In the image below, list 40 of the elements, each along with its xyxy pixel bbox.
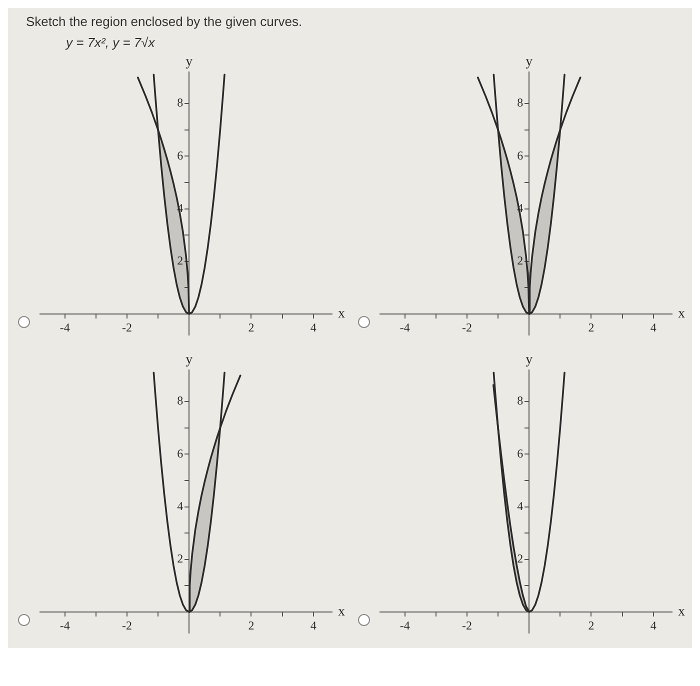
x-tick-label: -4 — [400, 618, 410, 632]
x-tick-label: -2 — [462, 618, 472, 632]
y-tick-label: 6 — [517, 446, 524, 460]
x-axis-title: x — [678, 306, 685, 322]
x-tick-label: 4 — [650, 320, 656, 334]
y-tick-label: 8 — [177, 96, 184, 110]
x-tick-label: -4 — [400, 320, 410, 334]
y-tick-label: 2 — [177, 552, 184, 566]
y-tick-label: 6 — [177, 446, 184, 460]
x-axis-title: x — [338, 604, 345, 620]
x-tick-label: 4 — [310, 320, 316, 334]
y-axis-title: y — [186, 54, 193, 70]
x-tick-label: 4 — [310, 618, 316, 632]
x-tick-label: -4 — [60, 618, 70, 632]
x-tick-label: -2 — [122, 618, 132, 632]
y-tick-label: 2 — [517, 552, 524, 566]
y-axis-title: y — [526, 54, 533, 70]
y-tick-label: 8 — [177, 394, 184, 408]
y-tick-label: 6 — [517, 148, 524, 162]
x-tick-label: -2 — [122, 320, 132, 334]
chart-subtitle: y = 7x², y = 7√x — [66, 35, 156, 50]
x-tick-label: 4 — [650, 618, 656, 632]
x-axis-title: x — [338, 306, 345, 322]
y-tick-label: 4 — [517, 498, 524, 513]
x-tick-label: -2 — [462, 320, 472, 334]
y-axis-title: y — [186, 352, 193, 368]
x-tick-label: -4 — [60, 320, 70, 334]
chart-title: Sketch the region enclosed by the given curves. — [26, 14, 304, 29]
y-tick-label: 2 — [517, 254, 524, 268]
y-tick-label: 2 — [177, 254, 184, 268]
x-tick-label: 2 — [588, 618, 594, 632]
x-tick-label: 2 — [248, 320, 254, 334]
y-tick-label: 4 — [177, 498, 184, 513]
y-tick-label: 6 — [177, 148, 184, 162]
x-tick-label: 2 — [588, 320, 594, 334]
y-tick-label: 8 — [517, 394, 524, 408]
y-axis-title: y — [526, 352, 533, 368]
x-axis-title: x — [678, 604, 685, 620]
x-tick-label: 2 — [248, 618, 254, 632]
y-tick-label: 8 — [517, 96, 524, 110]
